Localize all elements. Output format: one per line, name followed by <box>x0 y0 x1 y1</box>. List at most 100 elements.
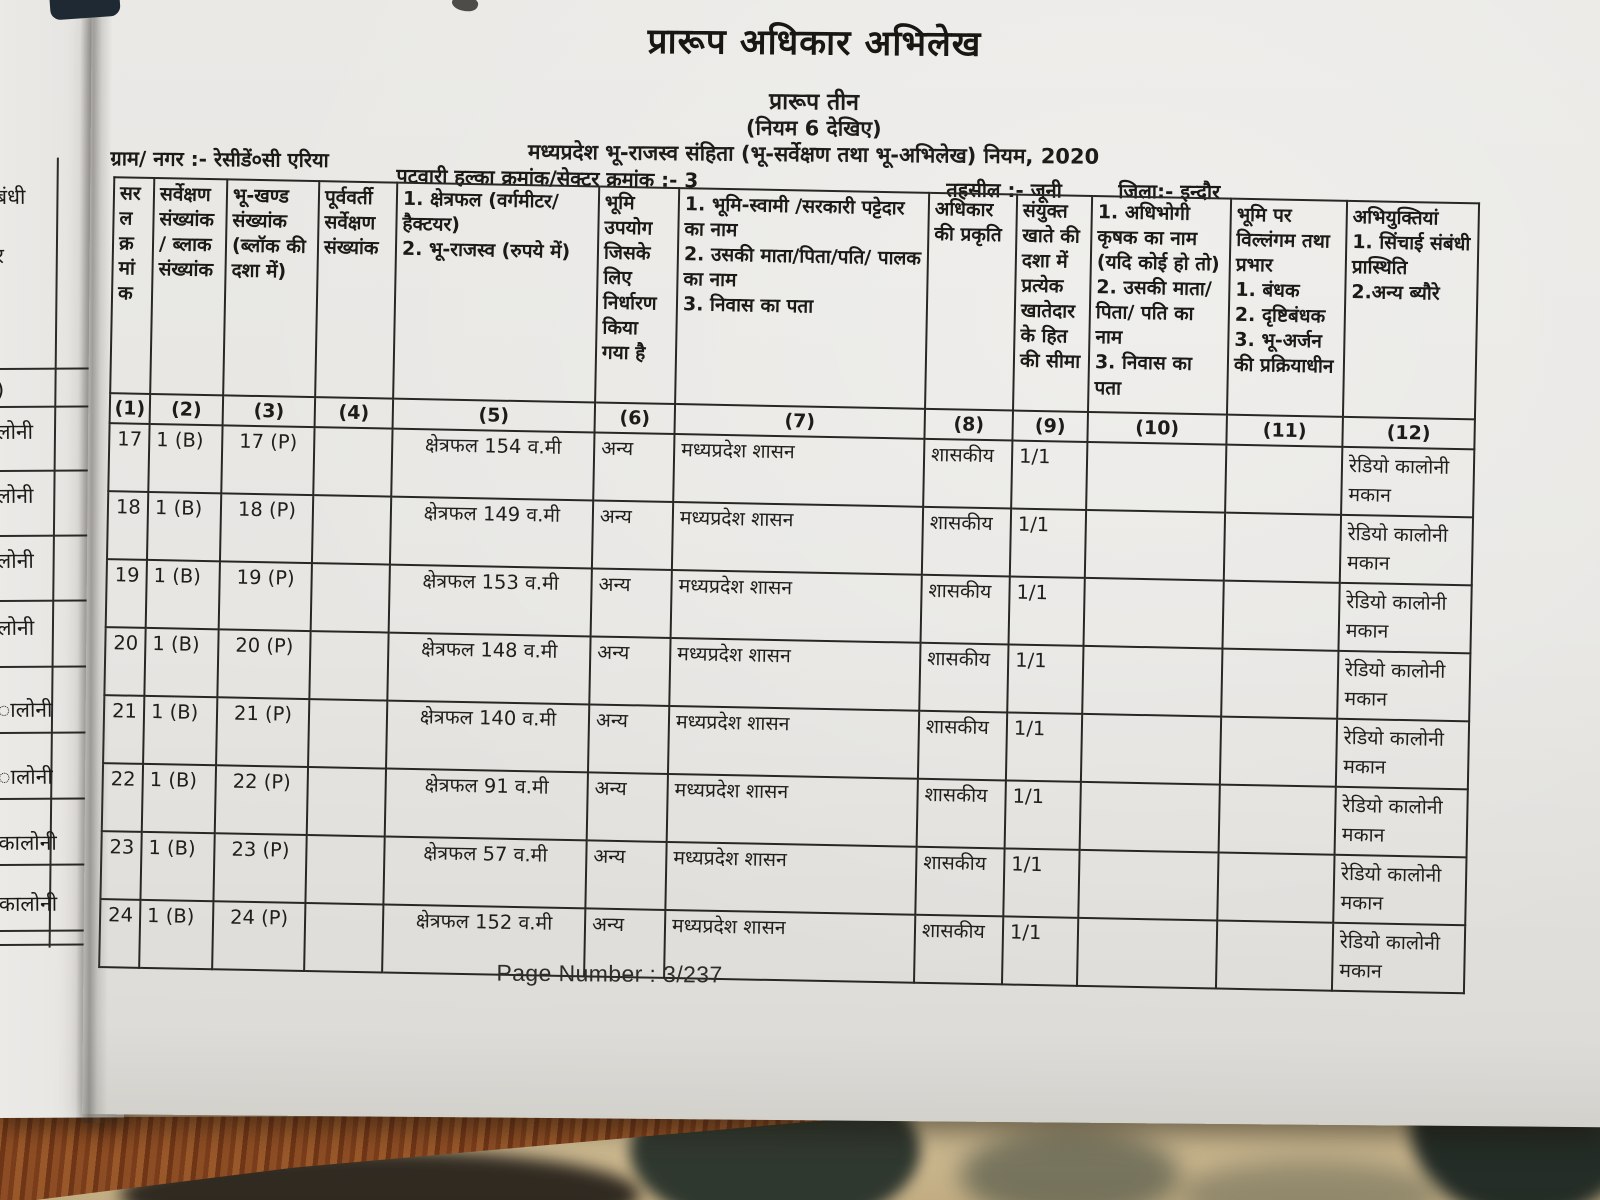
village-label: ग्राम/ नगर :- रेसीडें०सी एरिया <box>110 146 329 173</box>
cell-r4-c7: मध्यप्रदेश शासन <box>669 637 921 711</box>
underlying-page-text-fragment: ालोनी <box>0 697 53 722</box>
cell-r7-c3: 23 (P) <box>213 833 307 904</box>
cell-r1-c8: शासकीय <box>923 438 1013 509</box>
column-number-c4: (4) <box>314 397 394 429</box>
cell-r6-c5: क्षेत्रफल 91 व.मी <box>384 768 588 841</box>
header-cell-c3: भू-खण्ड संख्यांक (ब्लॉक की दशा में) <box>223 179 320 398</box>
cell-r1-c3: 17 (P) <box>221 425 315 496</box>
cell-r8-c11 <box>1215 920 1334 991</box>
header-cell-c4: पूर्ववर्ती सर्वेक्षण संख्यांक <box>315 181 398 399</box>
underlying-page-text-fragment: ) <box>0 377 5 402</box>
cell-r5-c8: शासकीय <box>917 710 1008 781</box>
cell-r2-c12: रेडियो कालोनी मकान <box>1339 514 1474 586</box>
cell-r7-c10 <box>1078 849 1219 921</box>
cell-r6-c10 <box>1079 781 1220 853</box>
cell-r6-c2: 1 (B) <box>141 763 217 834</box>
cell-r1-c1: 17 <box>108 423 150 492</box>
underlying-page-text-fragment: कालोनी <box>0 830 57 855</box>
cell-r6-c11 <box>1218 784 1336 855</box>
underlying-page-text-fragment: लोनी <box>0 615 35 640</box>
underlying-page-text-fragment: ालोनी <box>0 764 53 789</box>
cell-r4-c2: 1 (B) <box>144 627 219 698</box>
cell-r1-c5: क्षेत्रफल 154 व.मी <box>391 428 595 501</box>
cell-r6-c7: मध्यप्रदेश शासन <box>666 773 918 847</box>
column-number-c5: (5) <box>392 398 596 433</box>
cell-r8-c3: 24 (P) <box>212 901 306 972</box>
cell-r3-c4 <box>310 563 390 633</box>
cell-r2-c7: मध्यप्रदेश शासन <box>671 502 924 575</box>
cell-r1-c9: 1/1 <box>1011 440 1088 510</box>
column-number-c3: (3) <box>222 395 316 428</box>
cell-r3-c1: 19 <box>105 559 147 628</box>
cell-r7-c12: रेडियो कालोनी मकान <box>1333 854 1467 926</box>
cell-r2-c4 <box>311 495 392 565</box>
cell-r4-c9: 1/1 <box>1007 644 1084 714</box>
cell-r4-c5: क्षेत्रफल 148 व.मी <box>387 632 591 705</box>
cell-r5-c12: रेडियो कालोनी मकान <box>1335 718 1470 790</box>
header-cell-c8: अधिकार की प्रकृति <box>925 192 1018 411</box>
column-number-c9: (9) <box>1012 410 1088 442</box>
column-number-c7: (7) <box>674 404 926 439</box>
cell-r1-c7: मध्यप्रदेश शासन <box>673 434 925 507</box>
floor-reflection <box>960 1130 1180 1200</box>
underlying-page-text-fragment: बंधी <box>0 184 26 209</box>
document-title: प्रारूप अधिकार अभिलेख <box>647 21 982 65</box>
cell-r7-c5: क्षेत्रफल 57 व.मी <box>383 836 587 909</box>
underlying-page-text-fragment: लोनी <box>0 548 34 573</box>
cell-r1-c10 <box>1086 441 1227 513</box>
cell-r5-c3: 21 (P) <box>216 697 310 768</box>
cell-r7-c9: 1/1 <box>1003 848 1080 918</box>
header-cell-c11: भूमि पर विल्लंगम तथा प्रभार 1. बंधक 2. द… <box>1226 198 1348 417</box>
floor-reflection <box>1180 1160 1440 1200</box>
cell-r4-c6: अन्य <box>589 636 671 706</box>
cell-r3-c7: मध्यप्रदेश शासन <box>670 569 922 643</box>
cell-r8-c8: शासकीय <box>914 914 1004 985</box>
header-cell-c7: 1. भूमि-स्वामी /सरकारी पट्टेदार का नाम 2… <box>675 188 930 409</box>
cell-r6-c3: 22 (P) <box>214 765 309 836</box>
cell-r1-c6: अन्य <box>593 432 675 503</box>
cell-r7-c7: मध्यप्रदेश शासन <box>665 841 917 915</box>
underlying-page-text-fragment: कालोनी <box>0 891 58 916</box>
cell-r6-c4 <box>306 767 387 837</box>
cell-r8-c10 <box>1076 917 1218 989</box>
cell-r5-c9: 1/1 <box>1005 712 1083 782</box>
column-number-c11: (11) <box>1226 414 1343 447</box>
cell-r4-c4 <box>309 631 389 701</box>
cell-r3-c3: 19 (P) <box>218 561 312 632</box>
cell-r4-c8: शासकीय <box>919 642 1009 713</box>
cell-r8-c4 <box>304 903 384 973</box>
cell-r4-c12: रेडियो कालोनी मकान <box>1337 650 1471 722</box>
cell-r4-c1: 20 <box>104 627 146 696</box>
header-cell-c9: संयुक्त खाते की दशा में प्रत्येक खातेदार… <box>1013 194 1093 412</box>
cell-r7-c8: शासकीय <box>915 846 1005 917</box>
cell-r5-c11 <box>1219 716 1338 787</box>
header-cell-c6: भूमि उपयोग जिसके लिए निर्धारण किया गया ह… <box>595 186 680 405</box>
cell-r7-c4 <box>305 835 385 905</box>
header-cell-c2: सर्वेक्षण संख्यांक/ ब्लाक संख्यांक <box>150 177 228 396</box>
column-number-c6: (6) <box>594 402 676 435</box>
cell-r8-c2: 1 (B) <box>139 899 214 970</box>
column-number-c12: (12) <box>1342 416 1475 450</box>
cell-r2-c9: 1/1 <box>1009 508 1087 578</box>
column-number-c10: (10) <box>1087 411 1227 445</box>
cell-r5-c7: मध्यप्रदेश शासन <box>667 705 920 779</box>
cell-r5-c6: अन्य <box>587 704 670 774</box>
cell-r8-c12: रेडियो कालोनी मकान <box>1331 922 1466 994</box>
cell-r2-c10 <box>1084 509 1226 581</box>
cell-r2-c11 <box>1223 512 1342 583</box>
cell-r3-c2: 1 (B) <box>145 559 220 630</box>
cell-r3-c10 <box>1083 577 1224 649</box>
cell-r4-c10 <box>1082 645 1223 717</box>
header-cell-c12: अभियुक्तियां 1. सिंचाई संबंधी प्रास्थिति… <box>1342 200 1480 420</box>
cell-r6-c8: शासकीय <box>916 778 1006 849</box>
table-body: 17 1 (B) 17 (P) क्षेत्रफल 154 व.मी अन्य मध्यप… <box>99 423 1475 994</box>
cell-r6-c9: 1/1 <box>1004 780 1081 850</box>
column-number-c8: (8) <box>924 408 1014 441</box>
page-number: Page Number : 3/237 <box>496 959 723 988</box>
page-gap-shadow <box>75 0 113 1124</box>
cell-r2-c6: अन्य <box>591 500 674 570</box>
underlying-page-text-fragment: र <box>0 243 5 268</box>
header-cell-c10: 1. अधिभोगी कृषक का नाम (यदि कोई हो तो) 2… <box>1087 195 1232 415</box>
cell-r2-c1: 18 <box>106 491 149 560</box>
